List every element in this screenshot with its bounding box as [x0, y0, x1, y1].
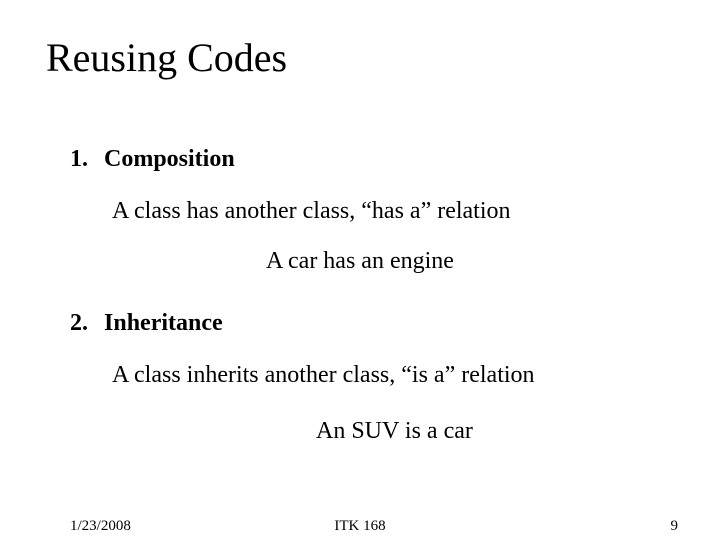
- item-heading: Composition: [104, 146, 235, 172]
- item-heading: Inheritance: [104, 310, 223, 336]
- item-description: A class inherits another class, “is a” r…: [70, 362, 670, 389]
- list-item: 1. Composition: [70, 146, 670, 173]
- description-text: A class has another class, “has a” relat…: [112, 198, 511, 224]
- list-item: 2. Inheritance: [70, 310, 670, 337]
- footer-course: ITK 168: [0, 518, 720, 535]
- page-title: Reusing Codes: [46, 34, 287, 81]
- item-example: A car has an engine: [266, 248, 454, 275]
- footer-page-number: 9: [671, 518, 679, 535]
- description-text: A class inherits another class, “is a” r…: [112, 362, 535, 388]
- item-number: 1.: [70, 146, 100, 172]
- slide: Reusing Codes 1. Composition A class has…: [0, 0, 720, 540]
- item-example: An SUV is a car: [316, 418, 473, 445]
- item-description: A class has another class, “has a” relat…: [70, 198, 670, 225]
- item-number: 2.: [70, 310, 100, 336]
